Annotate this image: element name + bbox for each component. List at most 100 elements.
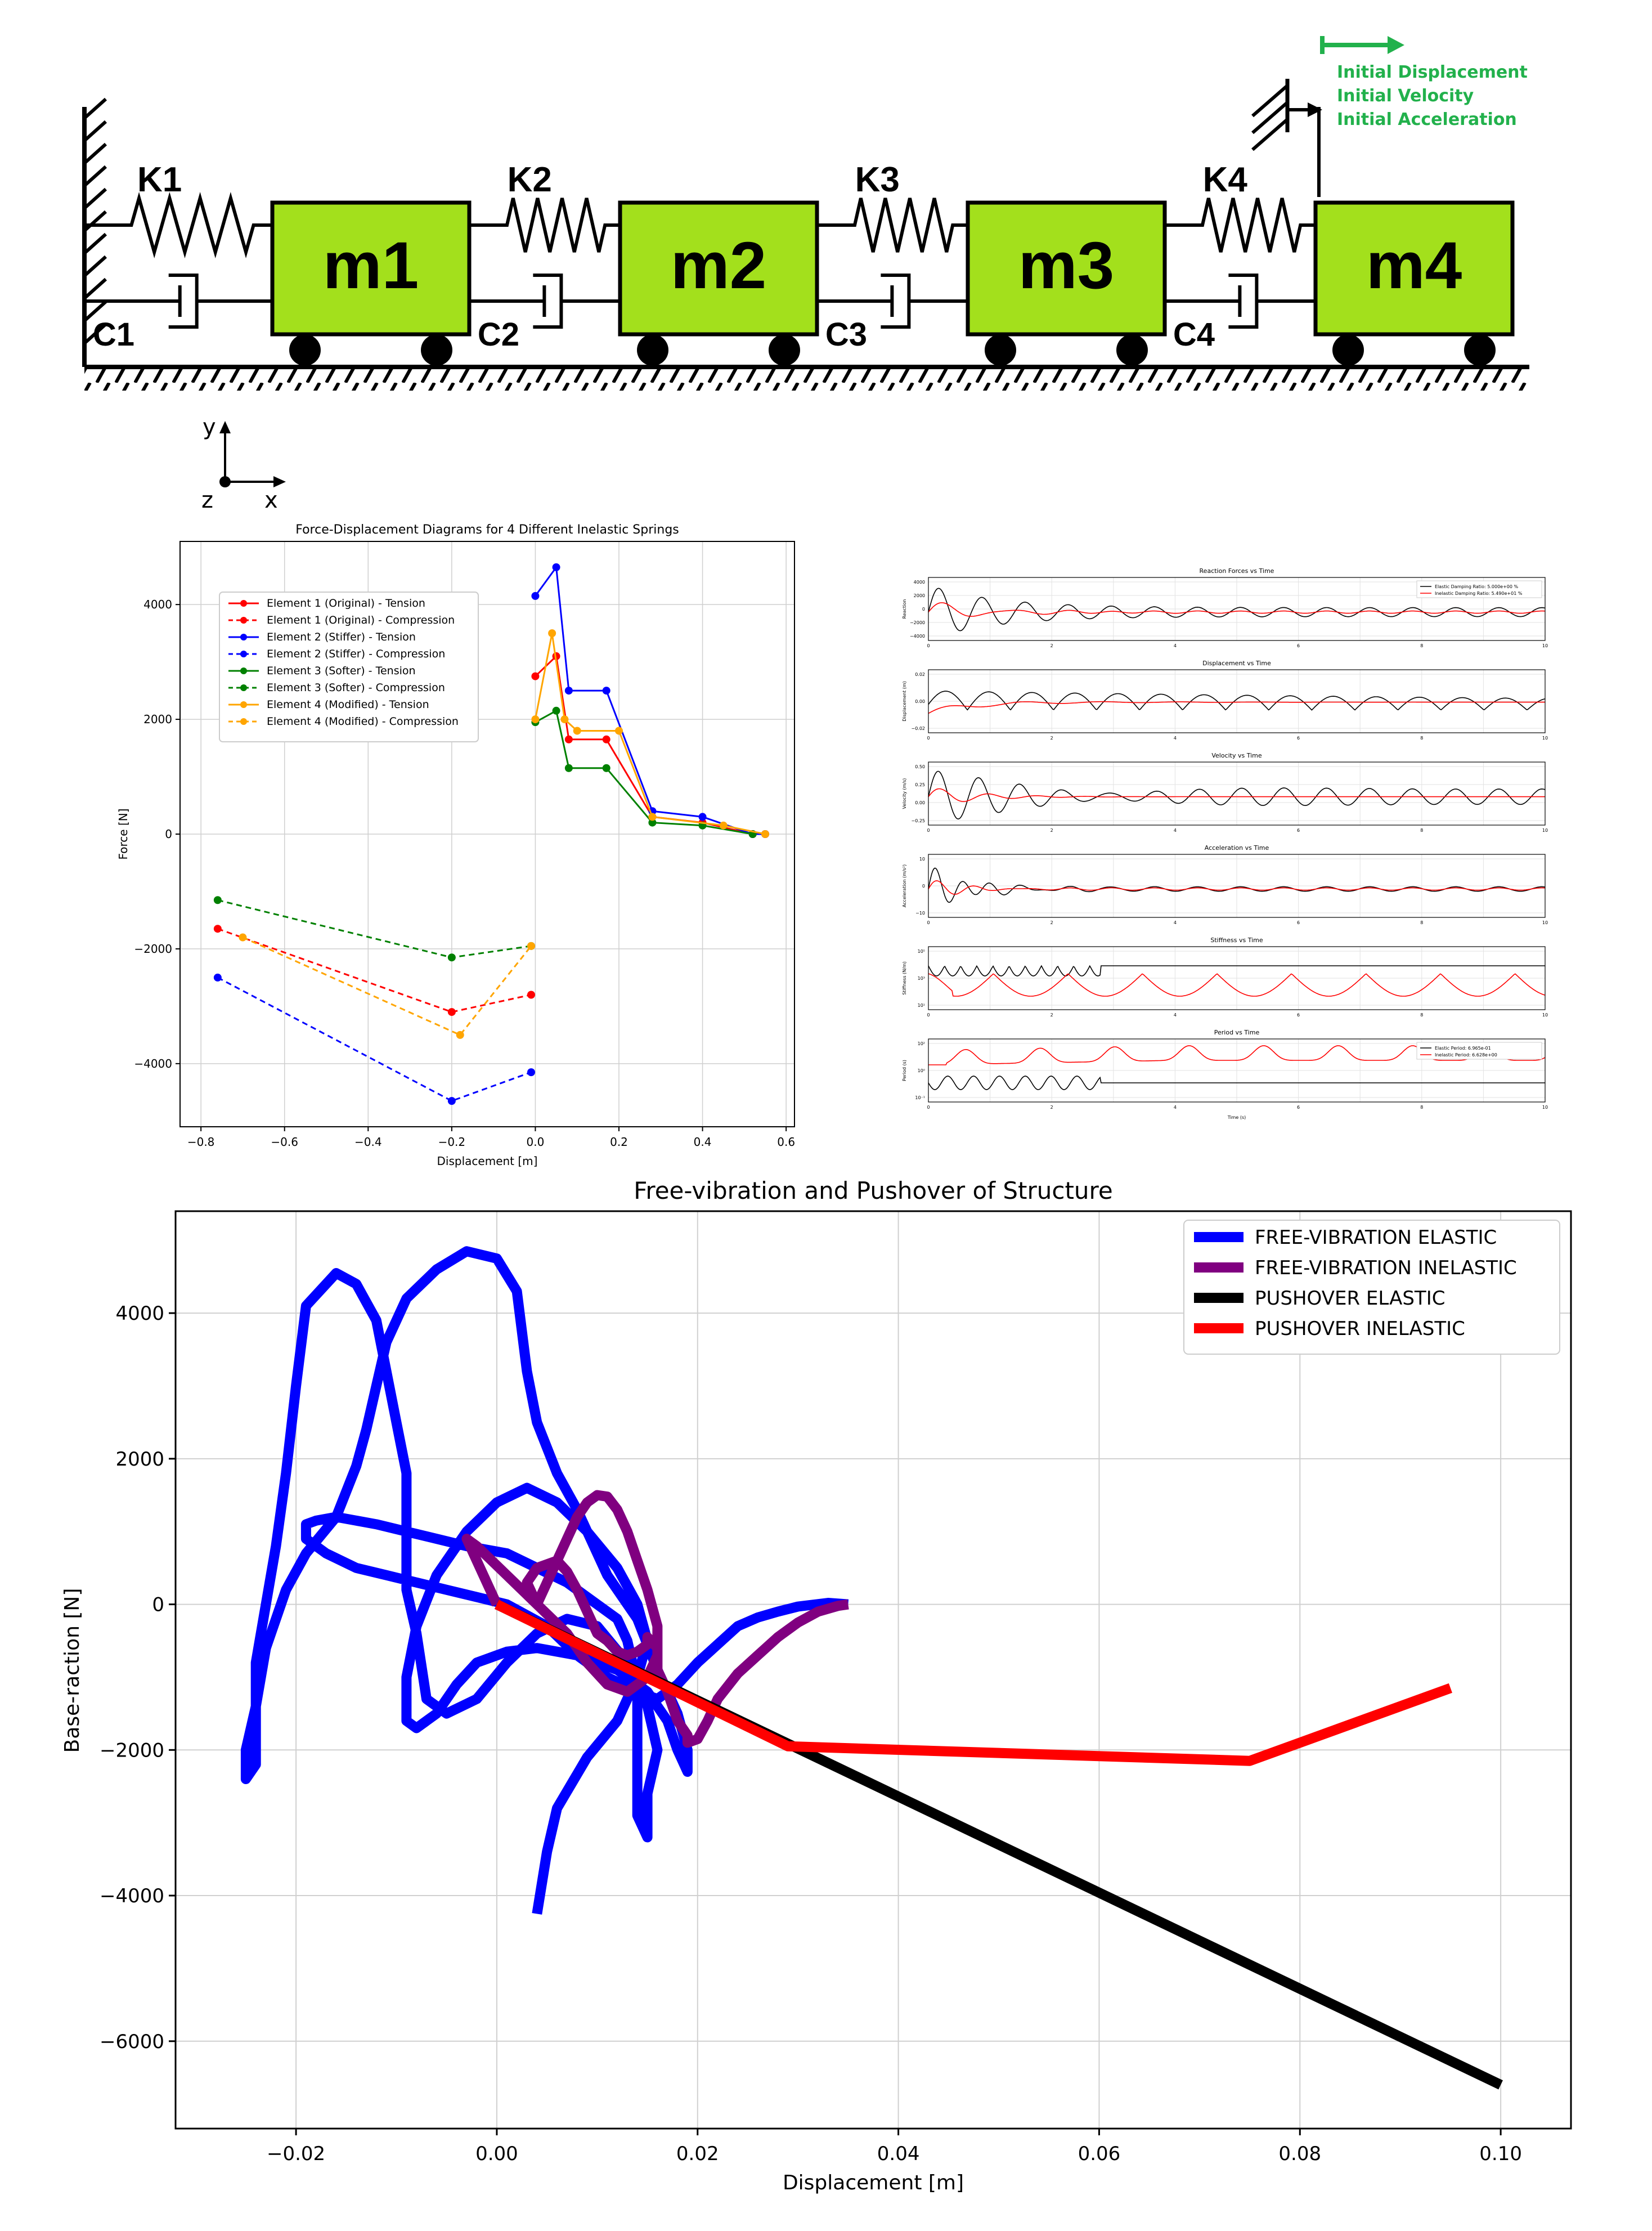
fd-series-point-6	[615, 727, 623, 735]
th-xtick-label: 6	[1297, 1013, 1300, 1018]
fd-legend-marker	[240, 701, 247, 708]
th-ytick-label: 0	[922, 607, 925, 612]
th-elastic-line	[928, 588, 1546, 631]
th-elastic-line	[928, 965, 1545, 976]
th-panel-frame	[928, 946, 1546, 1010]
fd-legend-label: Element 3 (Softer) - Compression	[267, 682, 445, 694]
fd-xlabel: Displacement [m]	[437, 1154, 538, 1168]
fd-series-point-4	[564, 764, 573, 772]
th-xtick-label: 2	[1051, 1013, 1053, 1018]
ground-hatch	[84, 368, 1529, 391]
th-xtick-label: 10	[1542, 920, 1548, 925]
po-xtick-label: 0.06	[1078, 2143, 1121, 2165]
th-ylabel: Period (s)	[902, 1060, 907, 1081]
th-xtick-label: 0	[927, 1013, 930, 1018]
fd-series-point-2	[564, 687, 573, 695]
th-panel-frame	[928, 854, 1546, 918]
th-panel-title: Velocity vs Time	[1211, 752, 1262, 759]
po-legend-label: FREE-VIBRATION ELASTIC	[1255, 1226, 1497, 1249]
th-xlabel: Time (s)	[1227, 1115, 1246, 1120]
mass-2-wheel-right	[769, 334, 800, 366]
th-xtick-label: 10	[1542, 1013, 1548, 1018]
spring-3-label: K3	[855, 160, 900, 199]
th-xtick-label: 10	[1542, 643, 1548, 648]
po-legend-label: FREE-VIBRATION INELASTIC	[1255, 1257, 1517, 1279]
fd-legend-label: Element 1 (Original) - Tension	[267, 597, 425, 610]
th-xtick-label: 6	[1297, 920, 1300, 925]
fd-ytick-label: 4000	[143, 598, 172, 611]
mass-3-wheel-right	[1116, 334, 1148, 366]
spring-2-label: K2	[508, 160, 552, 199]
th-xtick-label: 0	[927, 1105, 930, 1110]
th-panel-title: Stiffness vs Time	[1210, 937, 1263, 944]
th-xtick-label: 4	[1174, 828, 1177, 833]
mass-4-block	[1313, 200, 1515, 337]
th-panel-title: Reaction Forces vs Time	[1200, 567, 1274, 575]
connectors: K1 C1 K2 C2 K3 C3 K4 C4	[84, 160, 1316, 353]
po-ytick-label: 2000	[115, 1448, 164, 1471]
mass-4-wheel-right	[1464, 334, 1496, 366]
th-ytick-label: 10²	[918, 1041, 925, 1046]
th-xtick-label: 2	[1051, 1105, 1053, 1110]
fd-ytick-label: −2000	[134, 942, 172, 956]
fd-legend-label: Element 2 (Stiffer) - Compression	[267, 648, 445, 660]
th-ytick-label: 10⁻¹	[915, 1095, 925, 1100]
po-legend-label: PUSHOVER INELASTIC	[1255, 1318, 1465, 1340]
po-xtick-label: 0.04	[877, 2143, 920, 2165]
th-panel-frame	[928, 761, 1546, 826]
th-panel-frame	[928, 669, 1546, 733]
th-xtick-label: 0	[927, 828, 930, 833]
th-panel-title: Acceleration vs Time	[1205, 844, 1269, 852]
fd-xtick-label: 0.6	[777, 1135, 795, 1149]
po-ytick-label: 4000	[115, 1302, 164, 1325]
th-ytick-label: 10⁰	[918, 1068, 925, 1073]
load-wall	[1251, 79, 1322, 197]
th-xtick-label: 0	[927, 643, 930, 648]
th-ytick-label: 0.00	[915, 699, 925, 704]
fd-legend-marker	[240, 718, 247, 725]
th-ylabel: Acceleration (m/s²)	[902, 864, 907, 907]
x-axis-label: x	[264, 487, 278, 513]
po-ticks: −0.02 0.00 0.02 0.04 0.06 0.08 0.10 −6000 −4000 −…	[100, 1302, 1522, 2165]
force-displacement-chart: Force-Displacement Diagrams for 4 Differ…	[116, 523, 795, 1168]
th-ytick-label: 10⁵	[918, 949, 925, 954]
th-xtick-label: 4	[1174, 920, 1177, 925]
po-legend: FREE-VIBRATION ELASTIC FREE-VIBRATION INE…	[1183, 1220, 1560, 1355]
fd-series-point-3	[213, 973, 222, 982]
fd-legend-marker	[240, 600, 247, 607]
fd-title: Force-Displacement Diagrams for 4 Differ…	[295, 523, 679, 537]
th-xtick-label: 0	[927, 736, 930, 741]
th-xtick-label: 6	[1297, 828, 1300, 833]
po-ytick-label: −2000	[100, 1739, 164, 1762]
spring-3	[817, 198, 968, 253]
fd-series-point-6	[560, 715, 569, 724]
po-series-line-0	[240, 1246, 849, 1915]
fd-xtick-label: −0.2	[438, 1135, 466, 1149]
th-xtick-label: 6	[1297, 1105, 1300, 1110]
po-legend-box	[1183, 1220, 1560, 1355]
fd-series-point-0	[602, 735, 610, 743]
po-ylabel: Base-raction [N]	[61, 1588, 84, 1753]
th-xtick-label: 8	[1420, 643, 1423, 648]
po-ytick-label: −4000	[100, 1885, 164, 1907]
th-inelastic-line	[928, 701, 1545, 714]
th-xtick-label: 4	[1174, 1105, 1177, 1110]
pushover-chart: Free-vibration and Pushover of Structure…	[61, 1177, 1572, 2194]
th-ylabel: Displacement (m)	[902, 681, 907, 722]
po-ytick-label: 0	[152, 1594, 164, 1616]
th-legend-label: Inelastic Damping Ratio: 5.490e+01 %	[1435, 591, 1523, 596]
initial-displacement-arrow	[1320, 36, 1404, 54]
po-xtick-label: −0.02	[267, 2143, 325, 2165]
fd-series-point-6	[761, 830, 769, 838]
mass-3-block	[966, 200, 1167, 337]
po-xlabel: Displacement [m]	[783, 2171, 964, 2194]
mass-2-wheel-left	[637, 334, 668, 366]
damper-3-label: C3	[825, 316, 867, 353]
fd-series-point-7	[527, 942, 535, 950]
spring-4-label: K4	[1203, 160, 1248, 199]
th-elastic-line	[928, 691, 1546, 711]
mass-spring-damper-schematic: K1 C1 K2 C2 K3 C3 K4 C4 m1 m2 m3 m4 Initial Displa…	[82, 36, 1529, 513]
th-ytick-label: −0.02	[911, 726, 925, 731]
spring-1	[84, 191, 272, 259]
